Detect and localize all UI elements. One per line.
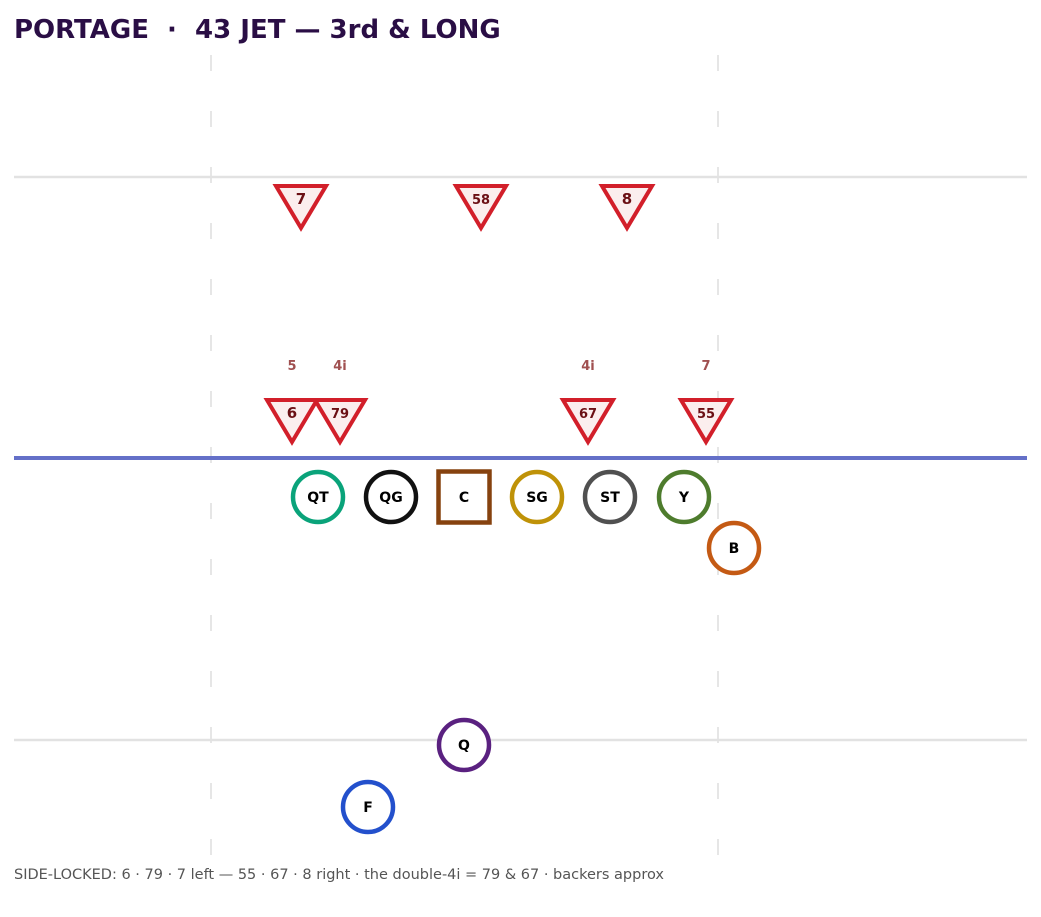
technique-label: 4i: [581, 359, 595, 374]
technique-label: 7: [701, 359, 710, 374]
player-label: Q: [458, 738, 470, 754]
offense-player-qt: QT: [290, 469, 346, 525]
offense-player-q: Q: [436, 717, 492, 773]
defender-58: 58: [452, 184, 510, 232]
defender-marker-triangle: [272, 184, 330, 232]
defender-7: 7: [272, 184, 330, 232]
offense-player-qg: QG: [363, 469, 419, 525]
player-marker-circle: [436, 717, 492, 773]
offense-player-sg: SG: [509, 469, 565, 525]
defender-marker-triangle: [263, 398, 321, 446]
player-marker-circle: [656, 469, 712, 525]
page-title: PORTAGE · 43 JET — 3rd & LONG: [14, 15, 501, 45]
offense-player-f: F: [340, 779, 396, 835]
defender-79: 79 4i: [311, 359, 369, 446]
defender-label: 8: [622, 190, 632, 208]
player-label: F: [363, 800, 373, 816]
defender-8: 8: [598, 184, 656, 232]
defender-label: 55: [697, 407, 715, 422]
defender-6: 65: [263, 359, 321, 446]
player-label: C: [459, 490, 469, 506]
player-marker-circle: [363, 469, 419, 525]
defender-label: 67: [579, 407, 597, 422]
player-label: ST: [600, 490, 620, 506]
defender-label: 79: [331, 407, 349, 422]
defender-label: 58: [472, 193, 490, 208]
technique-label: 4i: [333, 359, 347, 374]
player-label: QG: [379, 490, 402, 506]
player-label: SG: [526, 490, 548, 506]
offense-player-st: ST: [582, 469, 638, 525]
defender-label: 6: [287, 404, 297, 422]
defender-marker-triangle: [311, 398, 369, 446]
defender-marker-triangle: [559, 398, 617, 446]
defender-marker-triangle: [677, 398, 735, 446]
player-marker-circle: [706, 520, 762, 576]
defender-label: 7: [296, 190, 306, 208]
defender-55: 55 7: [677, 359, 735, 446]
defender-marker-triangle: [598, 184, 656, 232]
player-marker-circle: [290, 469, 346, 525]
offense-player-b: B: [706, 520, 762, 576]
technique-label: 5: [287, 359, 296, 374]
player-label: Y: [678, 490, 690, 506]
footnote: SIDE-LOCKED: 6 · 79 · 7 left — 55 · 67 ·…: [14, 867, 664, 883]
offense-player-y: Y: [656, 469, 712, 525]
defender-marker-triangle: [452, 184, 510, 232]
player-marker-circle: [509, 469, 565, 525]
player-marker-circle: [582, 469, 638, 525]
player-marker-square: [436, 469, 492, 525]
player-marker-circle: [340, 779, 396, 835]
offense-player-c: C: [436, 469, 492, 525]
defender-67: 67 4i: [559, 359, 617, 446]
player-label: B: [729, 541, 740, 557]
player-label: QT: [307, 490, 329, 506]
